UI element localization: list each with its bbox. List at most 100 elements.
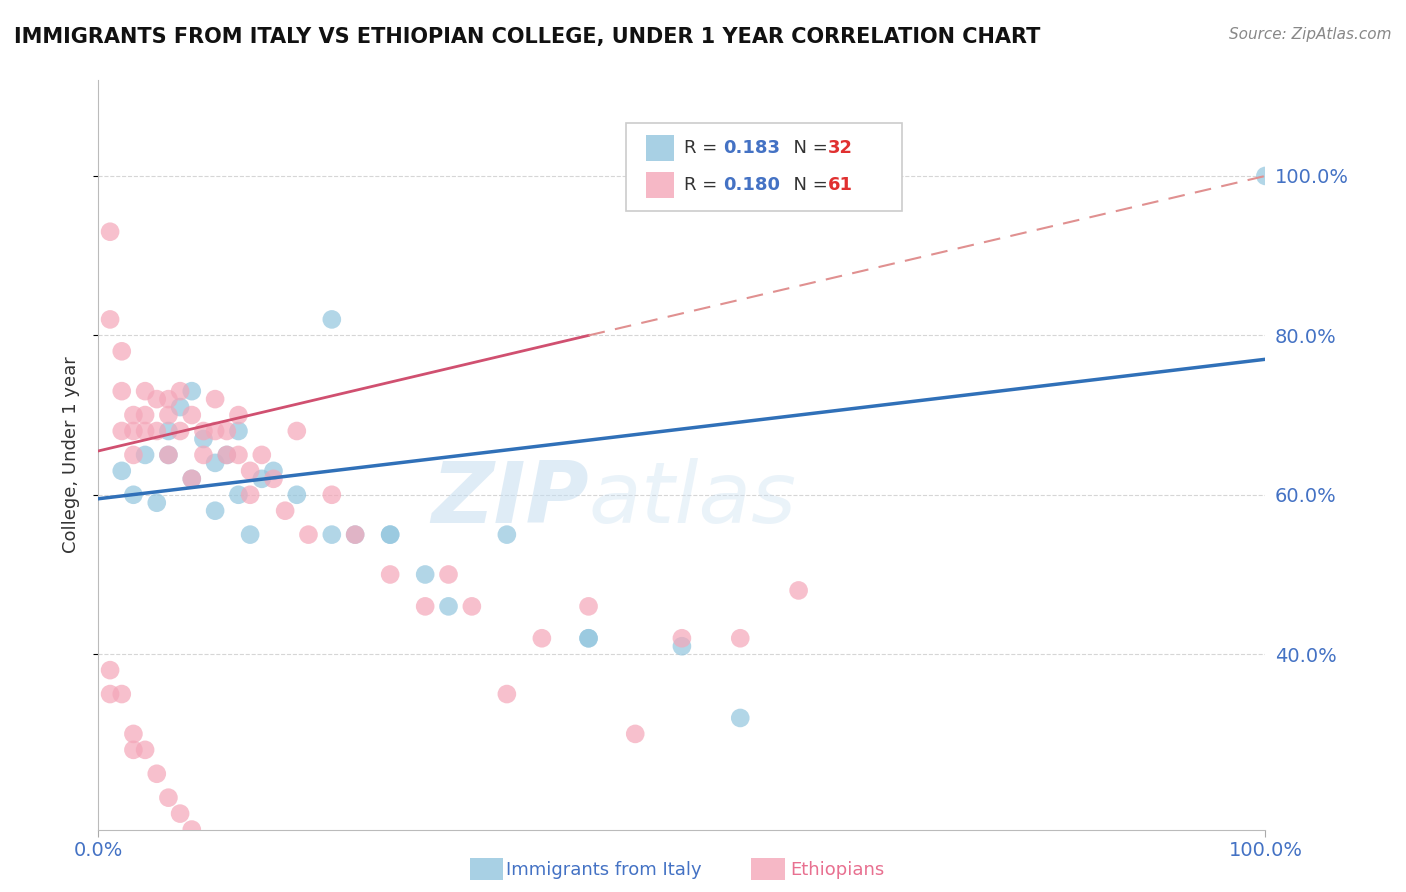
Point bbox=[228, 488, 250, 502]
Point bbox=[157, 408, 180, 422]
Point bbox=[578, 599, 600, 614]
Point bbox=[134, 384, 156, 399]
Point bbox=[111, 687, 134, 701]
Point bbox=[146, 392, 169, 406]
Point bbox=[111, 344, 134, 359]
Point bbox=[157, 392, 180, 406]
Point bbox=[239, 488, 262, 502]
Text: 0.180: 0.180 bbox=[724, 176, 780, 194]
Point bbox=[496, 527, 519, 541]
Point bbox=[578, 632, 600, 646]
Point bbox=[134, 408, 156, 422]
Text: N =: N = bbox=[782, 139, 834, 157]
Point bbox=[193, 424, 215, 438]
Point bbox=[250, 448, 273, 462]
Point bbox=[321, 488, 343, 502]
Point bbox=[239, 527, 262, 541]
Point bbox=[262, 464, 284, 478]
Point bbox=[98, 312, 121, 326]
Point bbox=[134, 743, 156, 757]
Text: 61: 61 bbox=[827, 176, 852, 194]
Point bbox=[180, 472, 202, 486]
Point bbox=[730, 632, 752, 646]
Point bbox=[122, 448, 145, 462]
Point bbox=[122, 408, 145, 422]
Point bbox=[215, 448, 238, 462]
Point bbox=[624, 727, 647, 741]
Point bbox=[215, 424, 238, 438]
Point bbox=[193, 838, 215, 853]
Point bbox=[239, 464, 262, 478]
Text: N =: N = bbox=[782, 176, 834, 194]
Text: R =: R = bbox=[685, 176, 723, 194]
Point bbox=[380, 527, 402, 541]
Text: atlas: atlas bbox=[589, 458, 797, 541]
Point bbox=[122, 743, 145, 757]
Point bbox=[180, 384, 202, 399]
Point bbox=[169, 424, 191, 438]
Point bbox=[413, 567, 436, 582]
Point bbox=[157, 448, 180, 462]
Text: ZIP: ZIP bbox=[430, 458, 589, 541]
Point bbox=[262, 472, 284, 486]
Point bbox=[437, 567, 460, 582]
Point bbox=[180, 822, 202, 837]
Point bbox=[111, 424, 134, 438]
Point bbox=[228, 424, 250, 438]
Text: Immigrants from Italy: Immigrants from Italy bbox=[506, 861, 702, 879]
Point bbox=[1254, 169, 1277, 183]
Point bbox=[787, 583, 810, 598]
Text: 0.183: 0.183 bbox=[724, 139, 780, 157]
Point bbox=[169, 806, 191, 821]
Point bbox=[671, 632, 693, 646]
Point bbox=[285, 424, 308, 438]
Point bbox=[215, 871, 238, 885]
Point bbox=[671, 639, 693, 653]
Point bbox=[285, 488, 308, 502]
Point bbox=[193, 432, 215, 446]
Point bbox=[122, 424, 145, 438]
Point bbox=[204, 424, 226, 438]
Point bbox=[344, 527, 367, 541]
Point bbox=[180, 472, 202, 486]
Point bbox=[437, 599, 460, 614]
Point bbox=[157, 790, 180, 805]
Point bbox=[730, 711, 752, 725]
Point bbox=[204, 392, 226, 406]
Point bbox=[228, 408, 250, 422]
Point bbox=[111, 384, 134, 399]
Text: R =: R = bbox=[685, 139, 723, 157]
Point bbox=[146, 424, 169, 438]
Text: 32: 32 bbox=[827, 139, 852, 157]
Point bbox=[98, 663, 121, 677]
Y-axis label: College, Under 1 year: College, Under 1 year bbox=[62, 357, 80, 553]
Point bbox=[274, 504, 297, 518]
Point bbox=[122, 488, 145, 502]
Point bbox=[204, 855, 226, 869]
Point bbox=[380, 527, 402, 541]
Text: Source: ZipAtlas.com: Source: ZipAtlas.com bbox=[1229, 27, 1392, 42]
Point bbox=[169, 384, 191, 399]
Point bbox=[215, 448, 238, 462]
Point bbox=[98, 225, 121, 239]
Point bbox=[530, 632, 553, 646]
Point bbox=[193, 448, 215, 462]
Point bbox=[413, 599, 436, 614]
Point bbox=[204, 456, 226, 470]
Point bbox=[228, 448, 250, 462]
Text: Ethiopians: Ethiopians bbox=[790, 861, 884, 879]
Point bbox=[157, 424, 180, 438]
Point bbox=[111, 464, 134, 478]
Text: IMMIGRANTS FROM ITALY VS ETHIOPIAN COLLEGE, UNDER 1 YEAR CORRELATION CHART: IMMIGRANTS FROM ITALY VS ETHIOPIAN COLLE… bbox=[14, 27, 1040, 46]
Point bbox=[134, 424, 156, 438]
Point bbox=[122, 727, 145, 741]
Point bbox=[169, 400, 191, 414]
Point bbox=[157, 448, 180, 462]
Point bbox=[297, 527, 319, 541]
Point bbox=[380, 567, 402, 582]
Point bbox=[344, 527, 367, 541]
Point bbox=[496, 687, 519, 701]
Point bbox=[578, 632, 600, 646]
Point bbox=[250, 472, 273, 486]
Point bbox=[146, 496, 169, 510]
